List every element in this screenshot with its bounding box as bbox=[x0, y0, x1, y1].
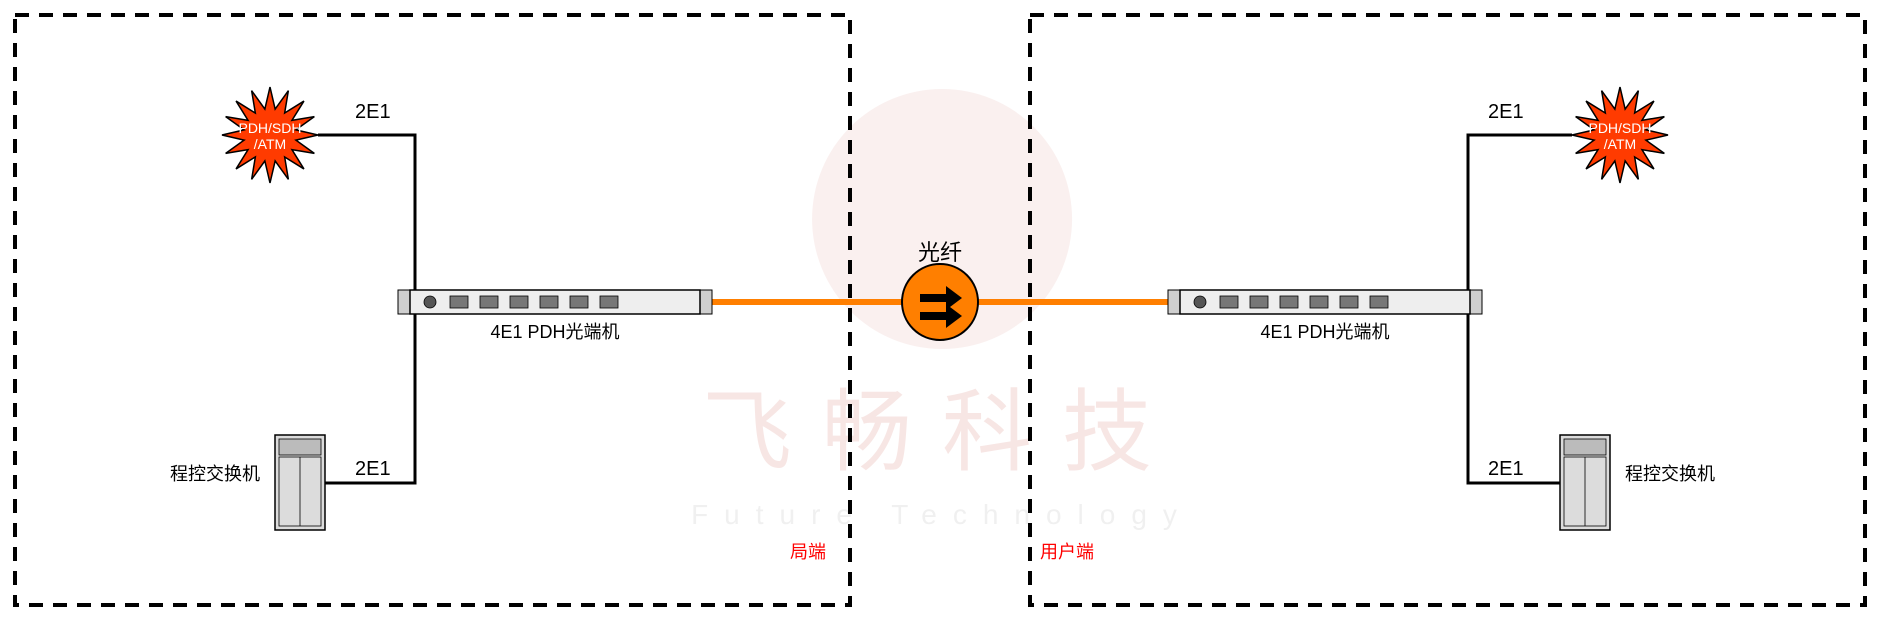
burst-left: PDH/SDH/ATM bbox=[222, 87, 318, 183]
svg-text:2E1: 2E1 bbox=[355, 458, 391, 480]
svg-text:PDH/SDH: PDH/SDH bbox=[238, 120, 301, 136]
svg-text:PDH/SDH: PDH/SDH bbox=[1588, 120, 1651, 136]
svg-text:用户端: 用户端 bbox=[1040, 542, 1094, 562]
c-tr bbox=[1468, 135, 1572, 290]
burst-right: PDH/SDH/ATM bbox=[1572, 87, 1668, 183]
c-tl bbox=[318, 135, 415, 290]
svg-text:/ATM: /ATM bbox=[254, 136, 286, 152]
svg-text:局端: 局端 bbox=[790, 542, 826, 562]
svg-text:4E1 PDH光端机: 4E1 PDH光端机 bbox=[490, 322, 619, 342]
svg-text:光纤: 光纤 bbox=[918, 240, 962, 265]
svg-text:4E1 PDH光端机: 4E1 PDH光端机 bbox=[1260, 322, 1389, 342]
diagram-svg: 光纤PDH/SDH/ATMPDH/SDH/ATM4E1 PDH光端机4E1 PD… bbox=[0, 0, 1884, 620]
svg-text:程控交换机: 程控交换机 bbox=[170, 464, 260, 484]
switch-right bbox=[1560, 435, 1610, 530]
svg-text:/ATM: /ATM bbox=[1604, 136, 1636, 152]
svg-text:2E1: 2E1 bbox=[355, 101, 391, 123]
switch-left bbox=[275, 435, 325, 530]
svg-text:2E1: 2E1 bbox=[1488, 458, 1524, 480]
svg-text:程控交换机: 程控交换机 bbox=[1625, 464, 1715, 484]
svg-text:2E1: 2E1 bbox=[1488, 101, 1524, 123]
pdh-left bbox=[398, 290, 712, 314]
pdh-right bbox=[1168, 290, 1482, 314]
